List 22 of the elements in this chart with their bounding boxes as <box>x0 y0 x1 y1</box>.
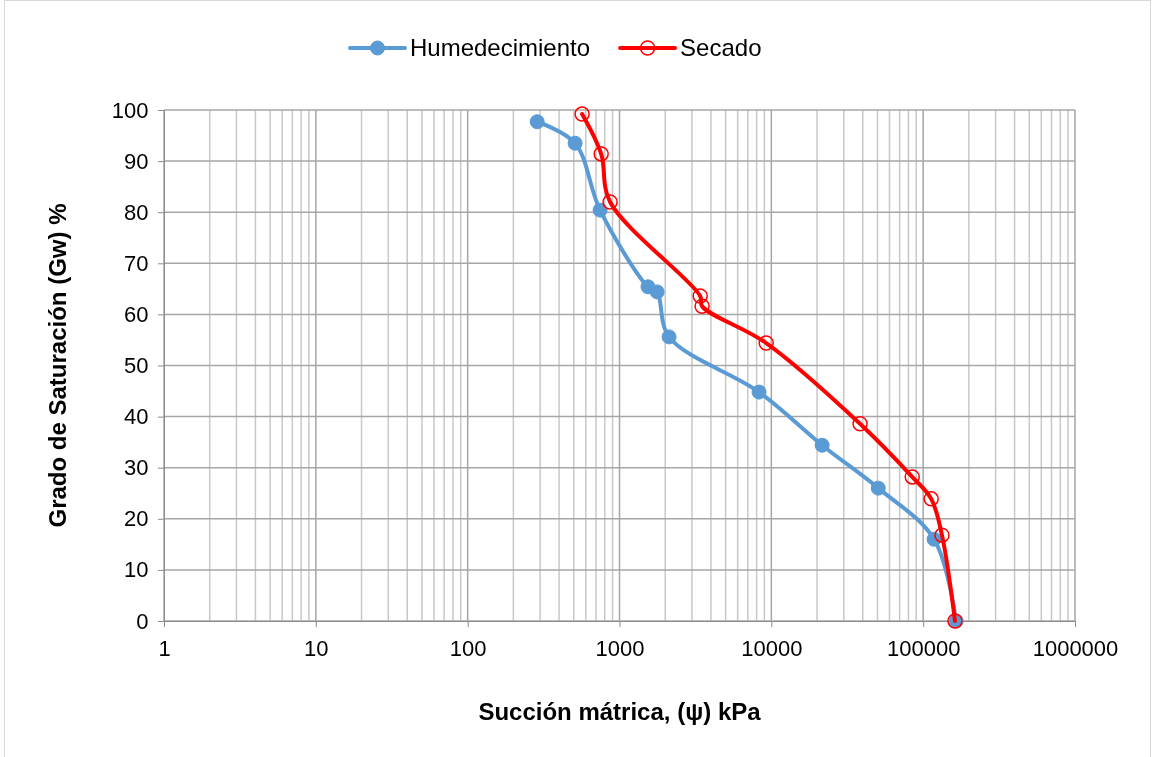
x-tick-label: 1000000 <box>1032 636 1119 662</box>
y-tick-label: 100 <box>111 97 149 123</box>
legend-label: Secado <box>680 34 762 61</box>
x-tick-label: 10 <box>304 636 329 662</box>
y-tick-label: 30 <box>123 455 149 481</box>
y-tick-label: 70 <box>123 250 149 276</box>
x-tick-label: 100 <box>449 636 487 662</box>
legend-label: Humedecimiento <box>410 34 591 61</box>
y-tick-label: 60 <box>123 301 149 327</box>
x-axis-title: Succión mátrica, (ψ) kPa <box>478 698 762 725</box>
x-tick-label: 10000 <box>741 636 803 662</box>
y-tick-label: 90 <box>123 148 149 174</box>
y-tick-label: 10 <box>123 557 149 583</box>
x-tick-label: 100000 <box>886 636 961 662</box>
x-tick-label: 1000 <box>595 636 645 662</box>
y-tick-label: 20 <box>123 506 149 532</box>
x-tick-label: 1 <box>158 636 171 662</box>
y-tick-label: 80 <box>123 199 149 225</box>
y-axis-title: Grado de Saturación (Gw) % <box>44 203 71 528</box>
y-tick-label: 50 <box>123 353 149 379</box>
y-tick-label: 40 <box>123 404 149 430</box>
y-tick-label: 0 <box>136 608 149 634</box>
